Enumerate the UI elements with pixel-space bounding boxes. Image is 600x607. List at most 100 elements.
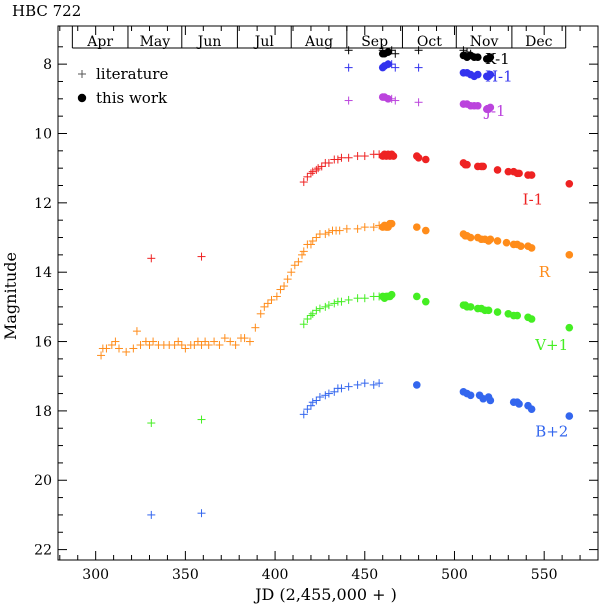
month-label: Jun <box>196 34 222 50</box>
literature-point <box>391 63 400 72</box>
literature-point <box>344 153 353 162</box>
x-tick-label: 300 <box>82 567 109 583</box>
literature-point <box>324 301 333 310</box>
literature-point <box>391 96 400 105</box>
this-work-point <box>414 153 423 162</box>
this-work-point <box>517 242 525 250</box>
this-work-point <box>384 48 392 56</box>
this-work-point <box>502 238 511 247</box>
literature-point <box>353 152 362 161</box>
literature-point <box>360 223 369 232</box>
literature-point <box>303 405 312 414</box>
literature-point <box>324 228 333 237</box>
this-work-point <box>387 290 396 299</box>
literature-point <box>111 337 120 346</box>
literature-point <box>245 337 254 346</box>
literature-point <box>369 380 378 389</box>
literature-point <box>299 410 308 419</box>
literature-point <box>132 327 141 336</box>
axis-ticks: 300 350 400 450 500 550 8 10 12 14 16 18 20 22 <box>34 26 599 583</box>
this-work-point <box>527 244 536 252</box>
this-work-point <box>504 167 513 176</box>
literature-point <box>306 311 315 320</box>
series-label-r: R <box>539 263 551 281</box>
literature-point <box>226 337 235 346</box>
this-work-point <box>466 391 475 400</box>
literature-point <box>335 226 344 235</box>
x-tick-label: 550 <box>531 567 558 583</box>
y-tick-label: 16 <box>34 335 52 351</box>
this-work-point <box>474 70 482 79</box>
this-work-point <box>515 169 523 178</box>
series-label-b-2: B+2 <box>535 423 568 441</box>
this-work-point <box>513 311 522 320</box>
literature-point <box>375 379 384 388</box>
literature-point <box>337 153 346 162</box>
literature-point <box>267 295 276 304</box>
this-work-point <box>486 70 495 79</box>
this-work-point <box>515 400 523 408</box>
literature-point <box>147 254 156 263</box>
this-work-point <box>479 162 487 171</box>
this-work-point <box>413 292 421 301</box>
y-tick-label: 22 <box>34 543 52 559</box>
this-work-point <box>565 179 574 188</box>
this-work-point <box>463 160 471 169</box>
literature-point <box>308 236 317 245</box>
month-label: Nov <box>470 34 499 50</box>
this-work-point <box>474 101 482 110</box>
literature-point <box>314 164 323 173</box>
literature-point <box>324 389 333 398</box>
this-work-point <box>486 396 495 405</box>
literature-point <box>290 261 299 270</box>
literature-point <box>312 233 321 242</box>
this-work-point <box>421 297 430 306</box>
legend-label: this work <box>96 89 168 107</box>
literature-point <box>197 341 206 350</box>
literature-point <box>141 337 150 346</box>
literature-point <box>145 341 154 350</box>
this-work-point <box>493 308 502 316</box>
this-work-point <box>527 171 536 179</box>
literature-point <box>321 302 330 311</box>
literature-point <box>170 341 179 350</box>
literature-point <box>353 294 362 303</box>
literature-point <box>303 172 312 181</box>
series-k-1 <box>344 46 495 63</box>
literature-point <box>360 379 369 388</box>
literature-point <box>299 178 308 187</box>
series-i-1 <box>147 150 574 263</box>
literature-point <box>306 169 315 178</box>
y-tick-label: 8 <box>43 57 52 73</box>
month-label: Sep <box>361 34 388 50</box>
month-label: Dec <box>525 34 553 50</box>
series-v-1 <box>147 290 574 428</box>
literature-point <box>344 96 353 105</box>
literature-point <box>197 252 206 261</box>
series-label-k-1: K-1 <box>485 50 510 68</box>
literature-point <box>97 351 106 360</box>
literature-point <box>220 334 229 343</box>
literature-point <box>324 158 333 167</box>
this-work-point <box>484 306 493 315</box>
literature-point <box>102 344 111 353</box>
literature-point <box>107 341 116 350</box>
literature-point <box>312 396 321 405</box>
y-tick-label: 12 <box>34 196 52 212</box>
data-points <box>97 46 574 519</box>
literature-point <box>272 292 281 301</box>
series-h-1 <box>344 60 495 81</box>
series-r <box>97 219 574 360</box>
this-work-point <box>527 315 536 323</box>
literature-point <box>315 393 324 402</box>
literature-point <box>308 309 317 318</box>
literature-point <box>360 152 369 161</box>
y-axis-title: Magnitude <box>1 252 20 340</box>
this-work-point <box>474 53 482 62</box>
y-tick-label: 20 <box>34 473 52 489</box>
literature-point <box>353 224 362 233</box>
plot-frame <box>57 25 599 561</box>
y-tick-label: 18 <box>34 404 52 420</box>
this-work-point <box>486 103 495 112</box>
x-axis-title: JD (2,455,000 + ) <box>253 585 397 604</box>
